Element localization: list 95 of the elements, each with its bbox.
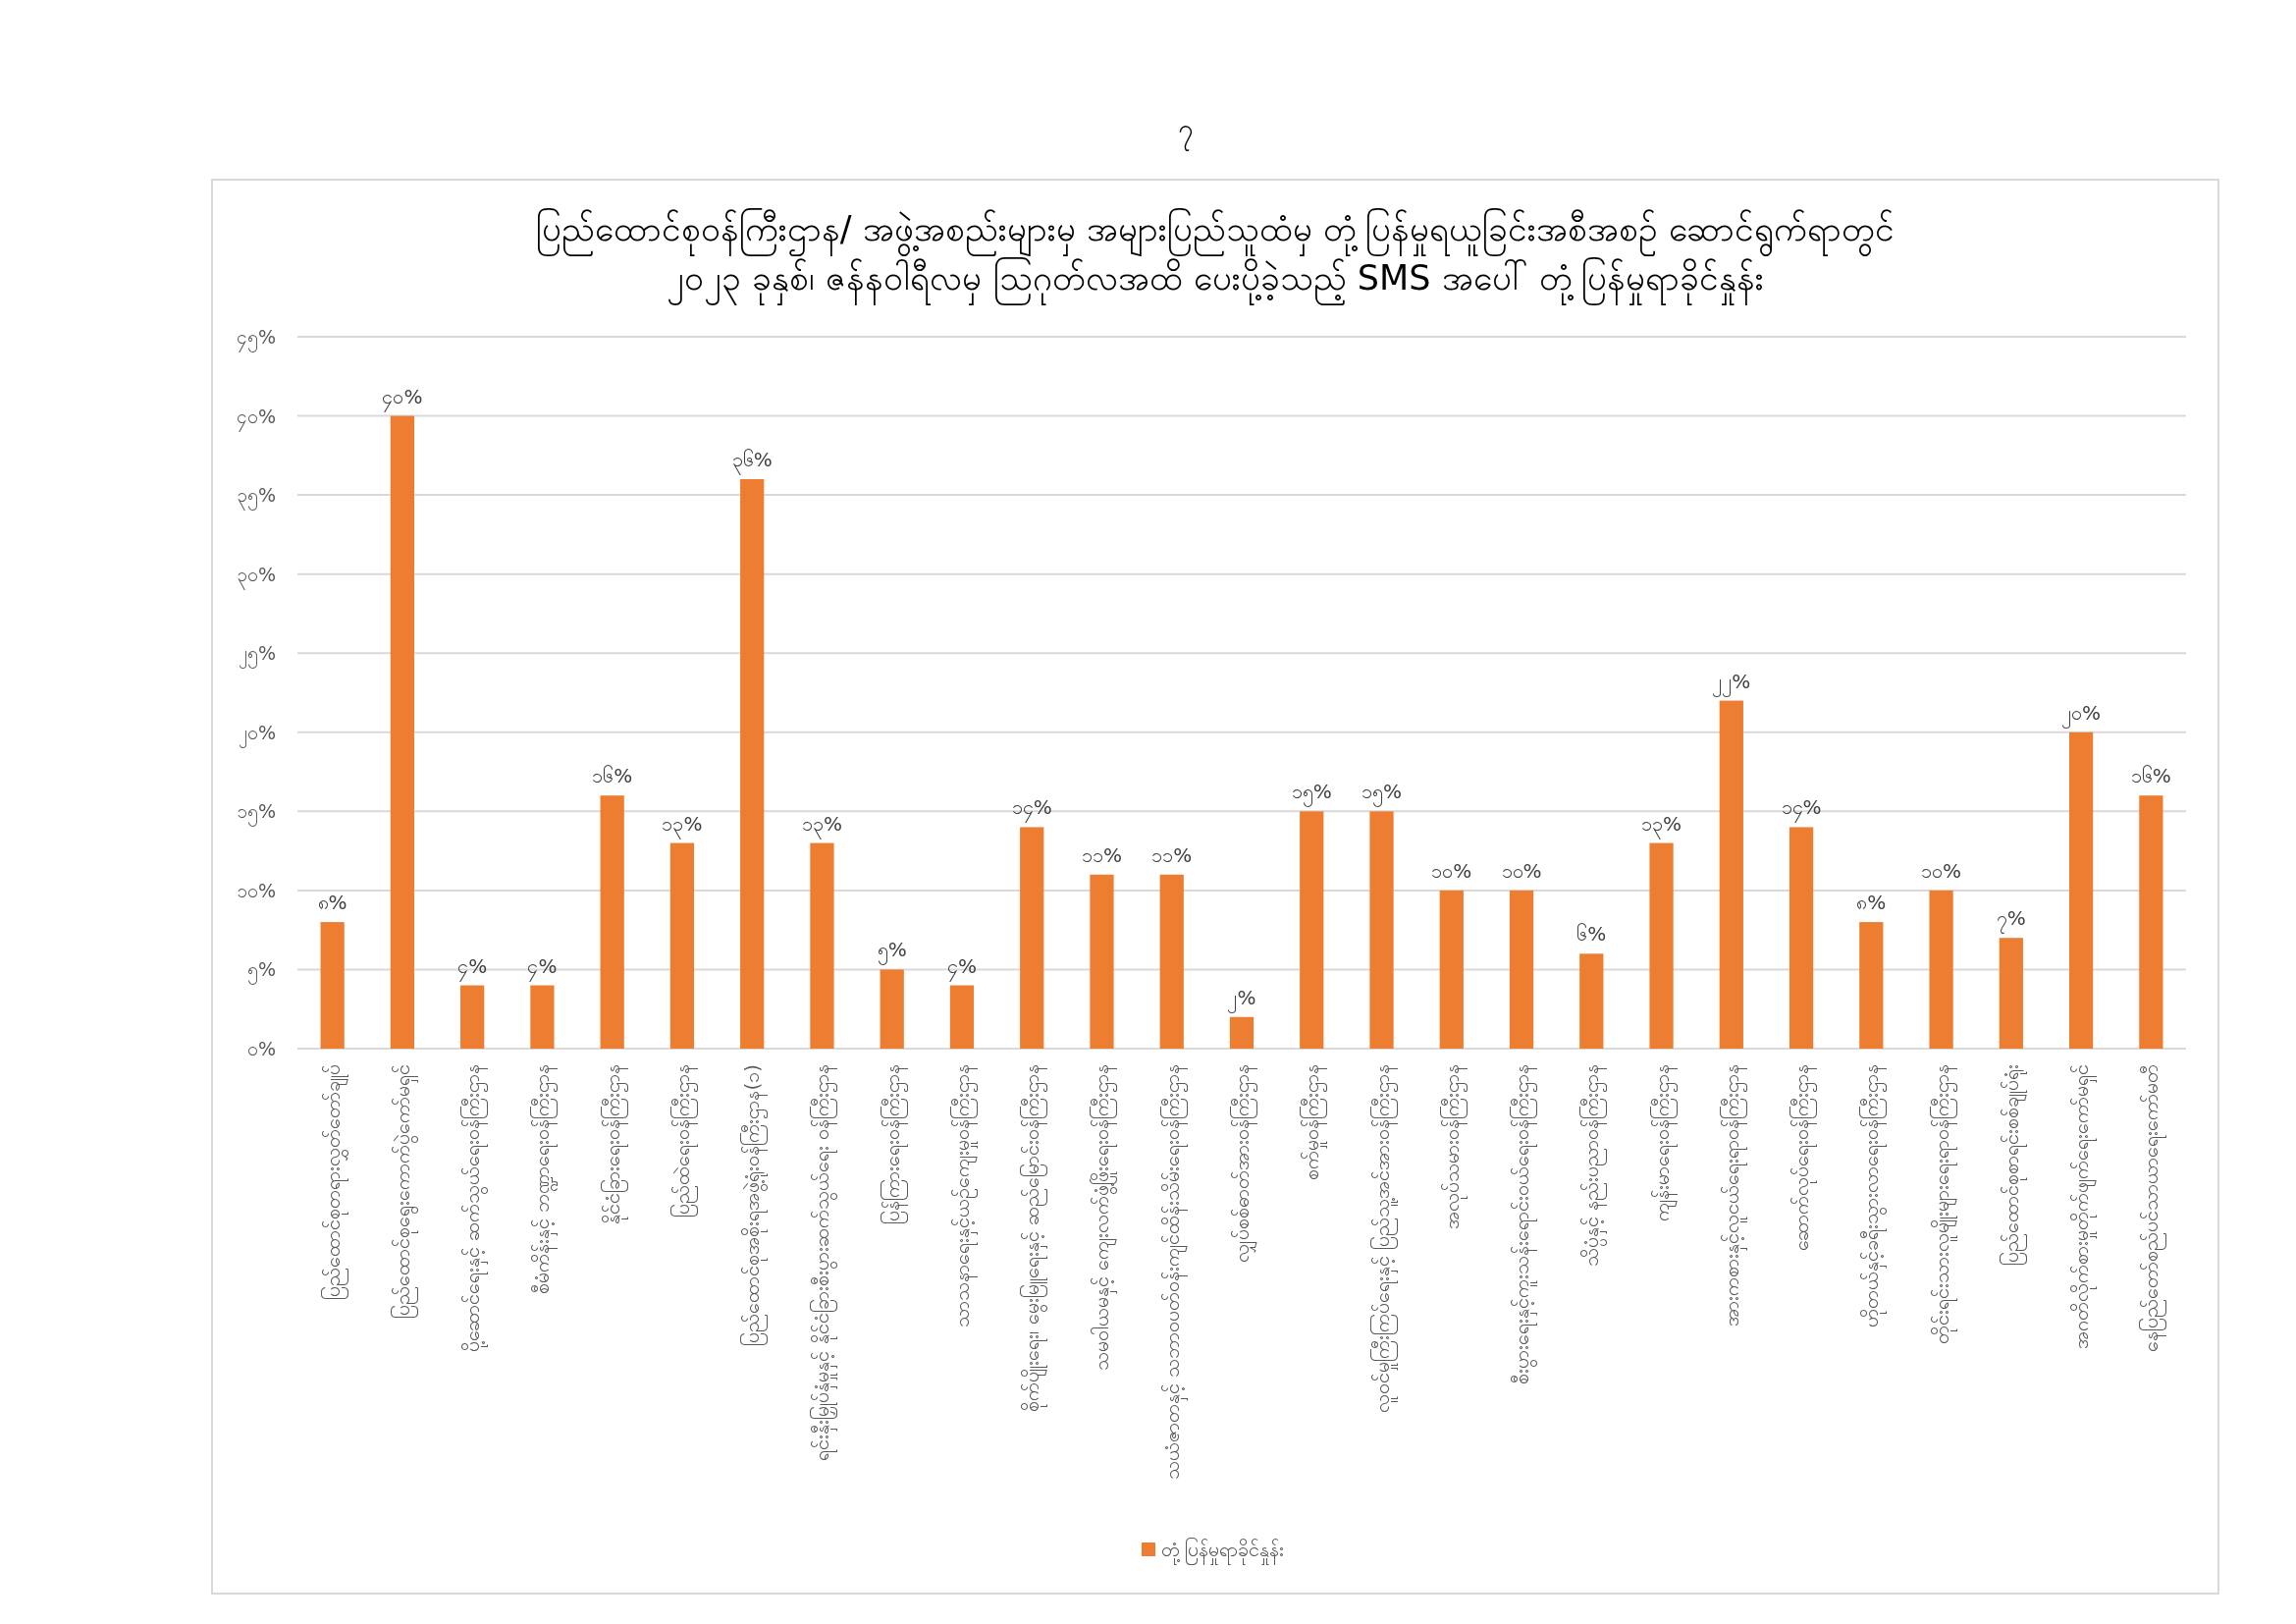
x-tick-label: ကျန်းမာရေးဝန်ကြီးဌာန (1649, 1064, 1678, 1221)
data-label: ၄% (527, 953, 558, 982)
bar (2069, 731, 2094, 1049)
x-tick-label: သမဝါယမနှင့် ကျေးလက်ဖွံ့ဖြိုးရေးဝန်ကြီးဌာန (1090, 1064, 1118, 1372)
bar (1369, 811, 1394, 1049)
x-tick-label: ရင်းနှီးမြှုပ်နှံမှုနှင့် နိုင်ငံခြားစီးပွားဆက်သွယ်ရေး ဝန်ကြီးဌာန (810, 1064, 838, 1461)
data-label: ၁၅% (1291, 780, 1332, 808)
x-tick-label: ပြည်ထောင်စုအစိုးရအဖွဲ့ရုံးဝန်ကြီးဌာန(၁) (740, 1064, 769, 1346)
data-label: ၁၀% (1431, 858, 1472, 883)
x-tick-label: စိုက်ပျိုးရေး၊ မွေးမြူရေးနှင့် ဆည်မြောင်းဝန်ကြီးဌာန (1020, 1064, 1048, 1412)
y-tick-label: ၁၀% (236, 879, 276, 901)
data-label: ၁၆% (592, 764, 633, 788)
x-tick-label: ဆောက်လုပ်ရေးဝန်ကြီးဌာန (1789, 1064, 1818, 1251)
bar (1300, 811, 1324, 1049)
data-label: ၂၀% (2061, 700, 2102, 729)
bar (669, 842, 695, 1049)
data-label: ၁၅% (1362, 780, 1403, 808)
data-label: ၁၆% (2130, 764, 2171, 788)
x-tick-label: ပို့ဆောင်ရေးနှင့် ဆက်သွယ်ရေးဝန်ကြီးဌာန (460, 1064, 489, 1353)
x-tick-label: စက်မှုဝန်ကြီးဌာန (1300, 1064, 1328, 1180)
bar (1439, 890, 1464, 1049)
x-tick-label: လူဝင်မှုကြီးကြပ်ရေးနှင့် ပြည်သူ့အင်အားဝန်ကြီးဌာန (1369, 1064, 1398, 1414)
bar (530, 985, 555, 1049)
bar (460, 985, 485, 1049)
x-tick-label: သယံဇာတနှင့် သဘာဝပတ်ဝန်းကျင်ထိန်းသိမ်းရေးဝန်ကြီးဌာန (1159, 1064, 1188, 1481)
x-tick-label: ပြည်ထဲရေးဝန်ကြီးဌာန (669, 1064, 698, 1218)
bar (740, 479, 765, 1049)
x-tick-label: စီမံကိန်းနှင့် ဘဏ္ဍာရေးဝန်ကြီးဌာန (530, 1064, 559, 1295)
data-label: ၂% (1227, 985, 1256, 1013)
x-tick-label: အားကစားနှင့်လူငယ်ရေးရာဝန်ကြီးဌာန (1719, 1064, 1747, 1326)
bar (1999, 938, 2023, 1049)
bar (1229, 1016, 1255, 1049)
data-label: ၅% (877, 938, 907, 966)
data-label: ၁၃% (1641, 811, 1682, 839)
data-label: ၂၂% (1712, 669, 1751, 697)
data-label: ၈% (317, 891, 347, 915)
x-tick-label: အလုပ်သမားဝန်ကြီးဌာန (1439, 1064, 1468, 1229)
data-label: ၁၄% (1011, 795, 1052, 824)
data-label: ၄၀% (382, 384, 423, 412)
y-tick-label: ၄၀% (236, 405, 276, 432)
x-tick-label: ပြည်ထောင်စုစာရင်းစစ်ချုပ်ရုံး (1999, 1064, 2027, 1266)
data-label: ၁၁% (1081, 842, 1122, 867)
x-tick-label: သိပ္ပံနှင့် နည်းပညာဝန်ကြီးဌာန (1579, 1064, 1608, 1268)
bar (390, 415, 414, 1049)
x-tick-label: နိုင်ငံခြားရေးဝန်ကြီးဌာန (600, 1064, 628, 1224)
bar (1090, 874, 1114, 1049)
x-tick-label: လျှပ်စစ်ဓာတ်အားဝန်ကြီးဌာန (1230, 1064, 1257, 1263)
bar (1159, 874, 1184, 1049)
bar (1929, 890, 1953, 1049)
data-label: ၁၀% (1501, 858, 1542, 883)
y-tick-label: ၁၅% (236, 800, 276, 828)
data-label: ၃၆% (731, 448, 773, 475)
data-label: ၁၃% (801, 811, 842, 839)
data-label: ၁၀% (1921, 858, 1962, 883)
bar (1719, 700, 1743, 1049)
y-tick-label: ၃၀% (236, 563, 276, 590)
bar (2139, 795, 2163, 1049)
y-tick-label: ၂၀% (238, 721, 276, 748)
data-label: ၈% (1856, 891, 1887, 915)
x-tick-label: နေပြည်တော်စည်ပင်သာယာရေးကော်မတီ (2139, 1064, 2167, 1352)
data-label: ၁၃% (662, 811, 703, 839)
bar (880, 969, 904, 1049)
bar (1649, 842, 1674, 1049)
bar (320, 922, 345, 1049)
y-tick-label: ၅% (246, 958, 276, 986)
text: ၇ (1177, 112, 1194, 151)
x-tick-label: သာသနာရေးနှင့်ယဉ်ကျေးမှုဝန်ကြီးဌာန (949, 1064, 978, 1327)
data-label: ၁၁% (1151, 842, 1193, 867)
y-tick-label: ၃၅% (236, 484, 276, 512)
bar (949, 985, 975, 1049)
data-label: ၄% (946, 953, 977, 982)
bar (600, 795, 624, 1049)
x-tick-label: တိုင်းရင်းသားလူမျိုးများရေးရာဝန်ကြီးဌာန (1929, 1064, 1957, 1344)
legend-label: တုံ့ပြန်မှုရာခိုင်နှုန်း (1161, 1538, 1284, 1565)
x-tick-label: ပြည်ထောင်စုတရားလွှတ်တော်ချုပ် (320, 1064, 348, 1300)
bar (1859, 922, 1884, 1049)
y-tick-label: ၀% (246, 1038, 276, 1059)
bar (810, 842, 834, 1049)
x-tick-label: အဂတိလိုက်စားမှုတိုက်ဖျက်ရေးကော်မရှင် (2069, 1064, 2098, 1349)
data-label: ၇% (1996, 906, 2026, 935)
data-label: ၁၄% (1781, 795, 1822, 824)
bar (1579, 953, 1604, 1049)
data-label: ၄% (457, 953, 488, 982)
chart-title: ပြည်ထောင်စုဝန်ကြီးဌာန/ အဖွဲ့အစည်းများမှ အများပြည်သူထံမှ တုံ့ပြန်မှုရယူခြင်းအစီအစဉ် ဆောင်ရွက်ရာတွင် (535, 208, 1896, 257)
y-tick-label: ၄၅% (236, 326, 276, 352)
x-tick-label: ဟိုတယ်နှင့်ခရီးသွားလာရေးဝန်ကြီးဌာန (1859, 1064, 1888, 1327)
y-tick-label: ၂၅% (238, 642, 276, 670)
bar (1789, 827, 1814, 1049)
chart-subtitle: ၂၀၂၃ ခုနှစ်၊ ဇန်နဝါရီလမှ ဩဂုတ်လအထိ ပေးပို့ခဲ့သည့် SMS အပေါ် တုံ့ပြန်မှုရာခိုင်နှုန်း (667, 257, 1764, 305)
bar (1509, 890, 1534, 1049)
x-tick-label: ပြန်ကြားရေးဝန်ကြီးဌာန (880, 1064, 908, 1224)
bar (1020, 827, 1044, 1049)
data-label: ၆% (1576, 922, 1607, 947)
x-tick-label: ပြည်ထောင်စုရွေးကောက်ပွဲကော်မရှင် (390, 1064, 418, 1319)
x-tick-label: စီးပွားရေးနှင့်ကူးသန်းရောင်းဝယ်ရေးဝန်ကြီးဌာန (1510, 1064, 1538, 1384)
